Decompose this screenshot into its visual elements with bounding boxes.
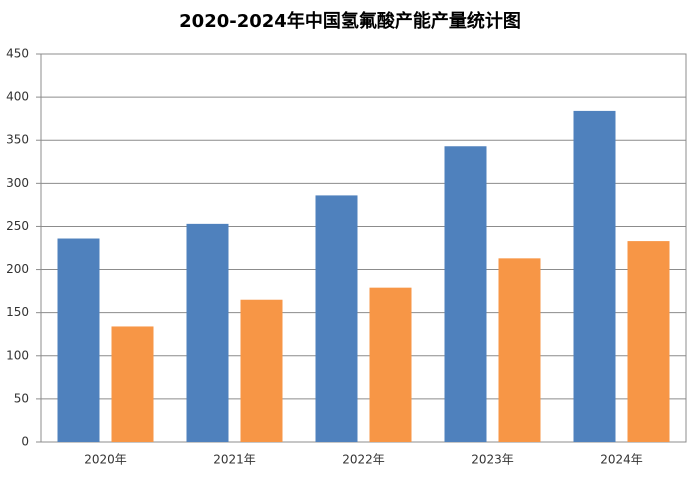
x-tick-label: 2023年 (471, 453, 514, 467)
bar (57, 238, 100, 442)
y-tick-label: 400 (6, 90, 29, 104)
y-tick-label: 50 (14, 391, 29, 405)
x-tick-label: 2021年 (213, 453, 256, 467)
plot-border (40, 53, 687, 443)
bar (315, 195, 358, 442)
bar (573, 110, 616, 442)
y-tick-label: 450 (6, 47, 29, 61)
bar (498, 258, 541, 442)
bar (186, 223, 229, 442)
y-tick-label: 150 (6, 305, 29, 319)
y-tick-label: 300 (6, 176, 29, 190)
y-tick-label: 200 (6, 262, 29, 276)
x-tick-label: 2024年 (600, 453, 643, 467)
bar (111, 326, 154, 442)
x-tick-label: 2022年 (342, 453, 385, 467)
y-tick-label: 0 (21, 435, 29, 449)
y-tick-label: 350 (6, 133, 29, 147)
bar (627, 241, 670, 442)
bar (444, 146, 487, 442)
y-tick-label: 100 (6, 348, 29, 362)
y-tick-label: 250 (6, 219, 29, 233)
chart-title: 2020-2024年中国氢氟酸产能产量统计图 (179, 10, 521, 32)
bar (240, 299, 283, 442)
bar (369, 287, 412, 442)
x-tick-label: 2020年 (84, 453, 127, 467)
